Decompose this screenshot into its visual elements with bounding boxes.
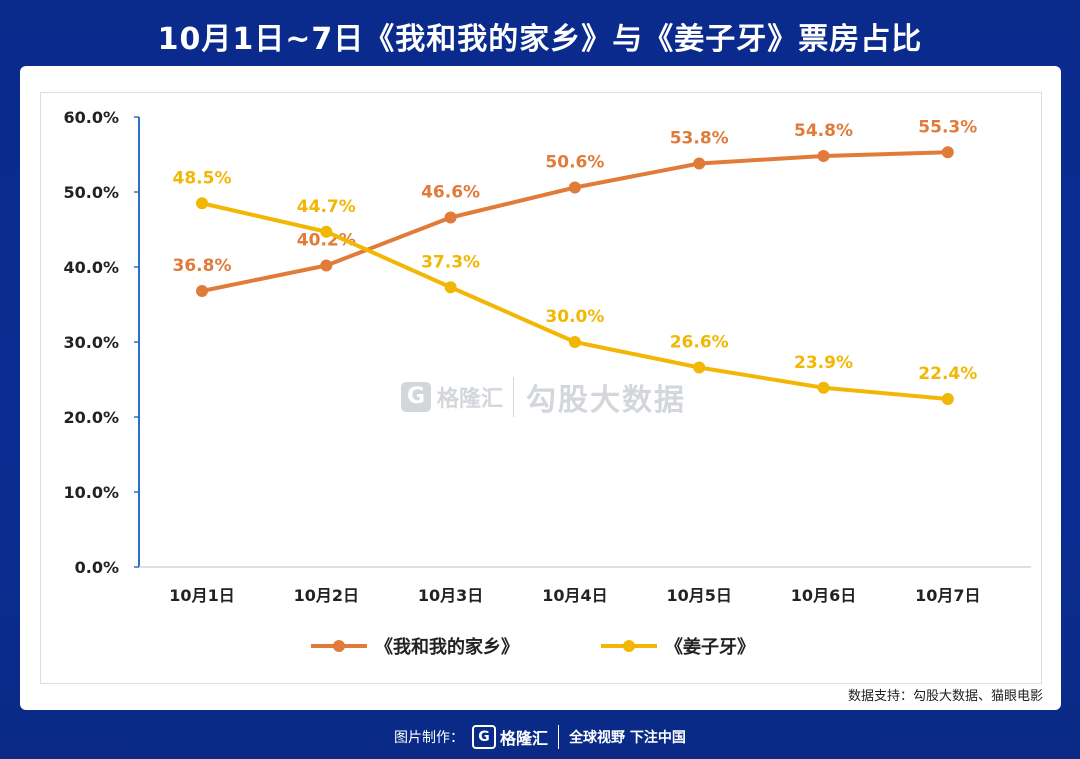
footer-brand: 格隆汇 <box>500 729 549 748</box>
data-label: 36.8% <box>173 256 232 276</box>
legend-swatch-marker <box>623 640 635 652</box>
footer: 图片制作： G 格隆汇 全球视野 下注中国 <box>0 722 1080 752</box>
data-point <box>568 336 581 348</box>
legend-swatch-marker <box>333 640 345 652</box>
chart-card: 0.0% 10.0% 20.0% 30.0% 40.0% 50.0% 60.0% 10月1日 1… <box>20 66 1061 710</box>
data-label: 54.8% <box>794 121 853 141</box>
watermark-logo-icon: G <box>401 382 431 412</box>
data-point <box>693 157 706 170</box>
data-label: 22.4% <box>918 364 977 384</box>
legend-label: 《我和我的家乡》 <box>375 636 519 658</box>
x-tick-label: 10月5日 <box>666 586 731 605</box>
watermark-text: 勾股大数据 <box>526 383 687 418</box>
series-line-0 <box>201 150 948 293</box>
x-tick-label: 10月3日 <box>418 586 483 605</box>
y-tick-label: 40.0% <box>63 258 119 277</box>
legend-label: 《姜子牙》 <box>665 636 755 658</box>
y-tick-label: 60.0% <box>63 108 119 127</box>
data-point <box>196 197 208 210</box>
watermark-brand: 格隆汇 <box>437 387 504 412</box>
x-tick-label: 10月7日 <box>915 586 980 605</box>
y-tick-label: 50.0% <box>63 183 119 202</box>
x-tick-label: 10月1日 <box>169 586 234 605</box>
data-point <box>196 285 208 297</box>
data-point <box>320 225 333 238</box>
y-tick-label: 10.0% <box>63 483 119 502</box>
data-point <box>941 393 954 405</box>
watermark: G 格隆汇 勾股大数据 <box>401 375 686 419</box>
data-label: 55.3% <box>918 117 977 137</box>
footer-divider <box>558 725 560 749</box>
y-tick-label: 30.0% <box>63 333 119 352</box>
data-point <box>320 259 333 272</box>
data-point <box>444 281 457 294</box>
data-point <box>568 181 581 194</box>
chart-frame: 0.0% 10.0% 20.0% 30.0% 40.0% 50.0% 60.0% 10月1日 1… <box>40 92 1042 684</box>
watermark-divider <box>513 377 515 417</box>
data-label: 23.9% <box>794 353 853 373</box>
footer-logo-icon: G <box>472 725 497 749</box>
data-label: 46.6% <box>421 183 480 203</box>
data-label: 44.7% <box>297 197 356 217</box>
footer-slogan: 全球视野 下注中国 <box>569 730 686 746</box>
data-point <box>817 150 830 162</box>
x-tick-label: 10月2日 <box>294 586 359 605</box>
data-point <box>817 381 830 394</box>
page-title: 10月1日~7日《我和我的家乡》与《姜子牙》票房占比 <box>157 22 923 57</box>
y-tick-label: 20.0% <box>63 408 119 427</box>
x-tick-label: 10月6日 <box>791 586 856 605</box>
data-label: 50.6% <box>545 153 604 173</box>
data-label: 48.5% <box>173 168 232 188</box>
data-point <box>941 146 954 159</box>
x-tick-label: 10月4日 <box>542 586 607 605</box>
line-chart: 0.0% 10.0% 20.0% 30.0% 40.0% 50.0% 60.0% 10月1日 1… <box>63 108 1031 658</box>
data-label: 26.6% <box>670 333 729 353</box>
footer-made-by: 图片制作： <box>394 730 465 746</box>
data-point <box>444 211 457 224</box>
data-label: 37.3% <box>421 252 480 272</box>
data-label: 40.2% <box>297 231 356 251</box>
y-tick-label: 0.0% <box>75 558 119 577</box>
data-label: 53.8% <box>670 129 729 149</box>
source-note: 数据支持：勾股大数据、猫眼电影 <box>847 689 1043 704</box>
data-label: 30.0% <box>545 307 604 327</box>
data-point <box>693 361 706 374</box>
